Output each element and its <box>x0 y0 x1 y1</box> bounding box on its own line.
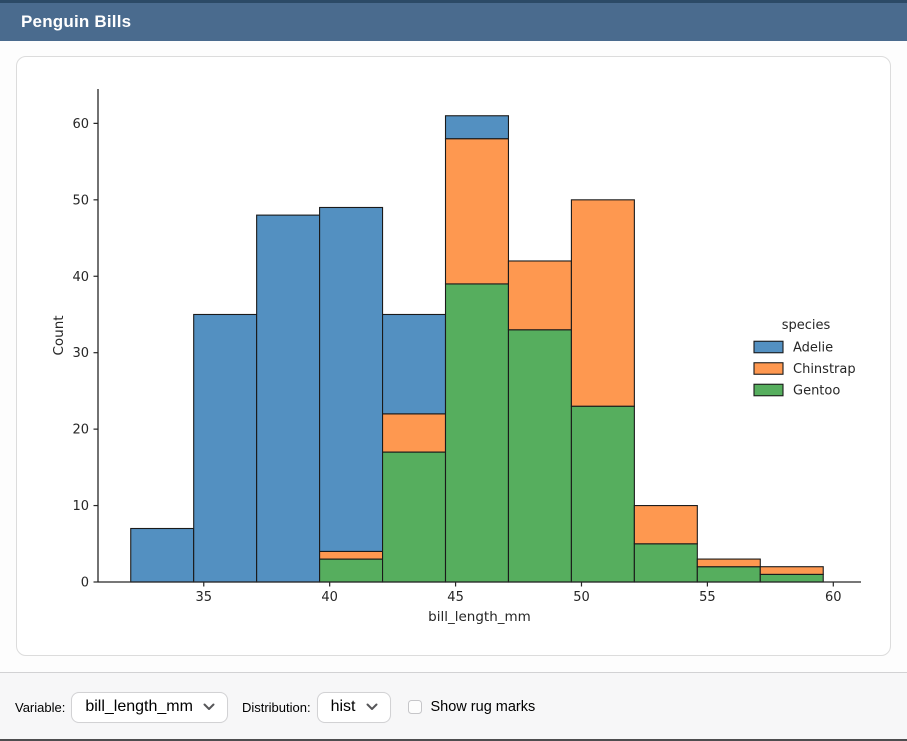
variable-select-value: bill_length_mm <box>85 698 193 715</box>
plot-card: 0 10 20 30 40 50 60 35 40 45 50 55 60 bill_length_mm C… <box>16 56 891 656</box>
svg-text:species: species <box>782 318 831 333</box>
distribution-select-value: hist <box>330 698 356 715</box>
rug-checkbox[interactable] <box>407 700 422 714</box>
distribution-label: Distribution: <box>241 699 311 715</box>
distribution-select[interactable]: hist <box>316 691 391 723</box>
svg-text:60: 60 <box>825 590 842 605</box>
variable-select[interactable]: bill_length_mm <box>71 691 228 723</box>
svg-text:Chinstrap: Chinstrap <box>793 362 856 377</box>
svg-text:55: 55 <box>699 590 716 605</box>
window-bottom-edge <box>0 739 907 741</box>
svg-text:Gentoo: Gentoo <box>793 384 840 399</box>
chevron-down-icon <box>366 703 377 710</box>
svg-text:30: 30 <box>72 346 89 361</box>
svg-text:60: 60 <box>72 117 89 132</box>
svg-text:20: 20 <box>72 423 89 438</box>
svg-text:50: 50 <box>72 193 89 208</box>
svg-text:35: 35 <box>195 590 212 605</box>
control-bar: Variable: bill_length_mm Distribution: h… <box>0 672 907 741</box>
app-header: Penguin Bills <box>0 0 907 41</box>
variable-label: Variable: <box>15 699 66 715</box>
svg-text:10: 10 <box>72 499 89 514</box>
rug-checkbox-label[interactable]: Show rug marks <box>430 699 536 715</box>
histogram-plot: 0 10 20 30 40 50 60 35 40 45 50 55 60 bill_length_mm C… <box>17 57 890 655</box>
svg-text:Count: Count <box>51 315 67 355</box>
svg-text:50: 50 <box>573 590 590 605</box>
app-title: Penguin Bills <box>21 12 132 31</box>
chevron-down-icon <box>203 703 215 710</box>
svg-text:40: 40 <box>321 590 338 605</box>
svg-text:Adelie: Adelie <box>793 341 833 356</box>
svg-text:45: 45 <box>447 590 464 605</box>
svg-text:0: 0 <box>81 576 89 591</box>
svg-text:bill_length_mm: bill_length_mm <box>428 609 531 625</box>
svg-text:40: 40 <box>72 270 89 285</box>
